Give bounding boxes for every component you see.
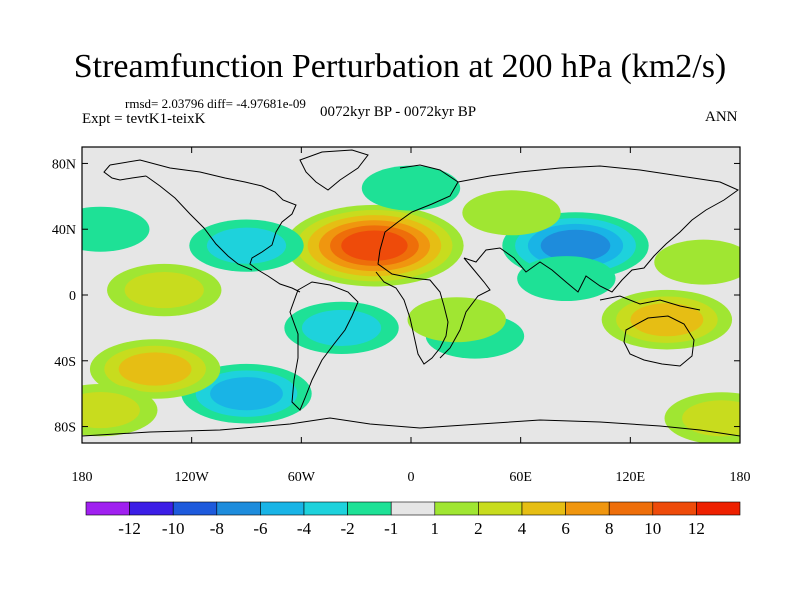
coast-north-america	[109, 159, 301, 293]
stats-text: rmsd= 2.03796 diff= -4.97681e-09	[125, 96, 306, 111]
contour-blob-11-level-3	[630, 303, 704, 337]
coast-indonesia	[599, 295, 701, 311]
colorbar-swatch	[652, 501, 697, 516]
contour-blob-14-level-2	[682, 400, 740, 437]
colorbar-swatch	[696, 501, 741, 516]
contour-blob-13-level-1	[462, 190, 561, 236]
coast-arabia-asia	[457, 165, 740, 293]
lon-label: 180	[730, 470, 751, 485]
coast-south-america	[289, 281, 359, 411]
axis-ticks	[81, 147, 741, 443]
season-label: ANN	[705, 109, 738, 125]
coast-greenland	[299, 149, 369, 191]
period-label: 0072kyr BP - 0072kyr BP	[320, 104, 477, 120]
contour-blob-3-level-2	[206, 227, 287, 264]
colorbar-swatch	[565, 501, 610, 516]
coastline-layer	[82, 149, 740, 437]
lon-label: 180	[72, 470, 93, 485]
colorbar: -12 -10 -8 -6 -4 -2 -1 1 2 4 6 8 10 12	[85, 501, 741, 538]
lon-label: 0	[408, 470, 415, 485]
lat-label: 40N	[52, 223, 76, 238]
coast-east-africa	[439, 257, 491, 359]
axis-labels: 80N 40N 0 40S 80S 180 120W 60W 0 60E 120E 180	[52, 157, 751, 485]
colorbar-swatch	[608, 501, 654, 516]
contour-blob-4-level-2	[301, 309, 382, 346]
colorbar-label: -4	[297, 519, 312, 538]
colorbar-swatch	[521, 501, 566, 516]
colorbar-swatch	[347, 501, 392, 516]
plot-title: Streamfunction Perturbation at 200 hPa (…	[73, 48, 727, 85]
colorbar-label: -1	[384, 519, 398, 538]
contour-blob-1-level-4	[540, 229, 611, 262]
lon-label: 120E	[616, 470, 646, 485]
colorbar-label: 10	[644, 519, 661, 538]
colorbar-label: -12	[118, 519, 141, 538]
lat-label: 40S	[54, 355, 76, 370]
lat-label: 0	[69, 289, 76, 304]
colorbar-label: -6	[253, 519, 267, 538]
lon-label: 60E	[509, 470, 532, 485]
colorbar-swatch	[478, 501, 523, 516]
colorbar-label: 4	[518, 519, 527, 538]
colorbar-swatch	[129, 501, 174, 516]
lon-label: 60W	[288, 470, 316, 485]
contour-blob-10-level-2	[82, 392, 140, 429]
colorbar-swatch	[434, 501, 479, 516]
contour-blob-2-level-1	[361, 165, 461, 211]
contour-blob-7-level-1	[517, 256, 616, 302]
contour-blob-8-level-2	[124, 272, 204, 309]
lon-label: 120W	[175, 470, 210, 485]
contour-blob-12-level-1	[407, 297, 506, 343]
coast-australia	[623, 315, 695, 367]
colorbar-label: 2	[474, 519, 483, 538]
contour-blob-0-level-6	[341, 230, 408, 261]
contour-blob-15-level-1	[654, 239, 740, 285]
colorbar-label: 12	[688, 519, 705, 538]
colorbar-swatch	[216, 501, 261, 516]
coast-west-america	[145, 175, 253, 271]
colorbar-label: 6	[561, 519, 570, 538]
colorbar-swatch	[303, 501, 348, 516]
colorbar-swatch	[260, 501, 305, 516]
colorbar-swatch	[390, 501, 436, 516]
colorbar-label: -10	[162, 519, 185, 538]
experiment-label: Expt = tevtK1-teixK	[82, 111, 206, 127]
colorbar-swatch	[172, 501, 218, 516]
colorbar-swatch	[85, 501, 130, 516]
contour-fill-layer	[82, 165, 740, 443]
coast-alaska	[103, 164, 147, 181]
colorbar-label: -8	[210, 519, 224, 538]
coast-antarctica	[82, 417, 740, 437]
coast-europe-africa	[375, 164, 459, 365]
contour-blob-5-level-3	[210, 377, 283, 411]
contour-blob-9-level-3	[118, 352, 192, 386]
colorbar-label: 1	[431, 519, 440, 538]
contour-blob-16-level-1	[82, 206, 150, 252]
colorbar-label: 8	[605, 519, 614, 538]
colorbar-label: -2	[341, 519, 355, 538]
lat-label: 80N	[52, 157, 76, 172]
lat-label: 80S	[54, 421, 76, 436]
